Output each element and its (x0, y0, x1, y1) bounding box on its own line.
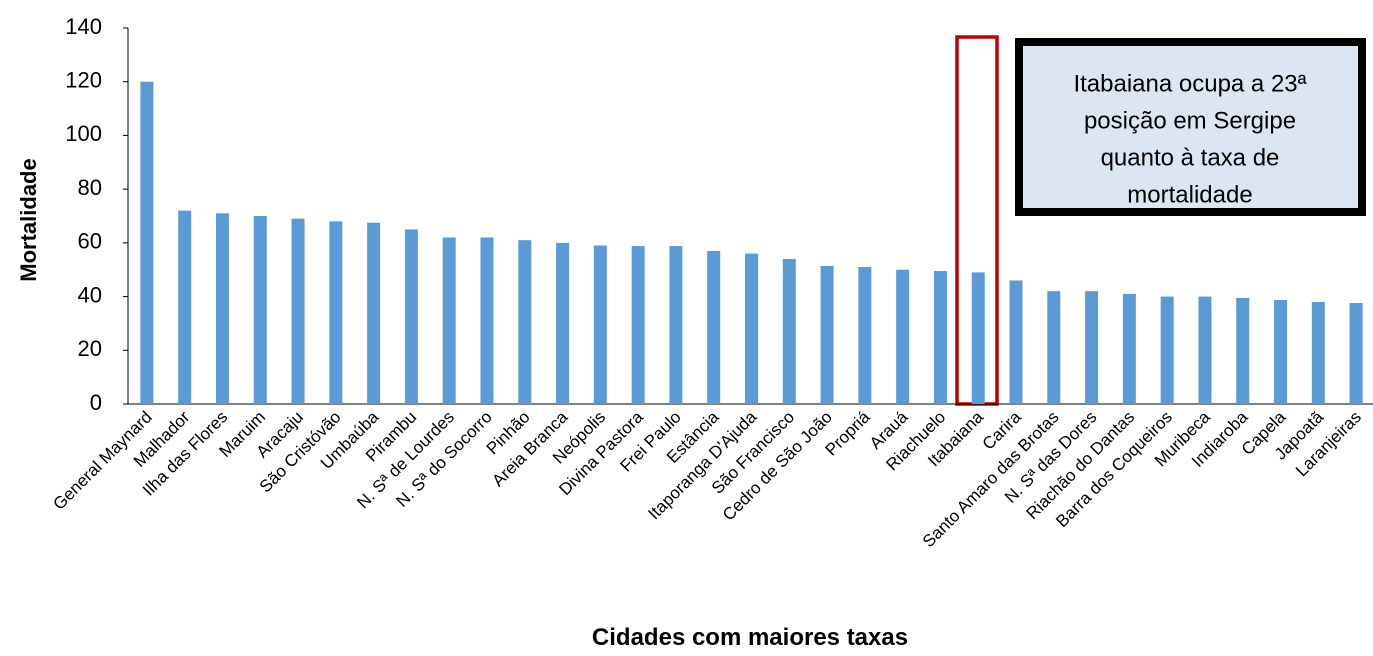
annotation-box (1015, 38, 1366, 216)
y-tick-label: 140 (65, 14, 102, 39)
bar (745, 253, 758, 404)
bar (971, 272, 985, 404)
annotation: Itabaiana ocupa a 23ª posição em Sergipe q… (1073, 70, 1306, 208)
bar (480, 237, 494, 404)
bar (1009, 280, 1023, 404)
bar (329, 221, 343, 404)
bar (1047, 291, 1061, 404)
bar (782, 258, 796, 404)
bar (669, 246, 683, 404)
bar (858, 267, 872, 404)
y-tick-label: 0 (90, 390, 102, 415)
bar (707, 250, 721, 404)
y-tick-label: 20 (78, 336, 102, 361)
annotation-line: quanto à taxa de (1101, 144, 1280, 171)
annotation-line: mortalidade (1127, 181, 1252, 208)
bar (896, 269, 910, 404)
bar (933, 271, 947, 404)
bar (140, 81, 154, 404)
bar (1085, 291, 1099, 404)
bar (593, 245, 607, 404)
annotation-line: posição em Sergipe (1084, 107, 1296, 134)
bar (253, 216, 267, 404)
y-axis-label: Mortalidade (16, 158, 41, 281)
annotation-line: Itabaiana ocupa a 23ª (1073, 70, 1306, 97)
y-tick-label: 120 (65, 68, 102, 93)
x-axis-label: Cidades com maiores taxas (592, 624, 908, 651)
y-tick-label: 100 (65, 121, 102, 146)
y-tick-label: 60 (78, 229, 102, 254)
bar (291, 218, 305, 404)
bar (1311, 301, 1325, 404)
bar (1160, 296, 1174, 404)
bar (1198, 296, 1212, 404)
bar (442, 237, 456, 404)
bar (820, 265, 834, 404)
y-tick-label: 40 (78, 282, 102, 307)
bar (178, 210, 192, 404)
bar (367, 222, 381, 404)
bar (1274, 300, 1288, 404)
bar (556, 242, 570, 404)
bar (215, 213, 229, 404)
bar (1236, 297, 1250, 404)
bar (631, 246, 645, 404)
bar (518, 240, 532, 404)
y-tick-label: 80 (78, 175, 102, 200)
bar (1122, 293, 1136, 404)
bar (404, 229, 418, 404)
bar (1349, 303, 1363, 404)
